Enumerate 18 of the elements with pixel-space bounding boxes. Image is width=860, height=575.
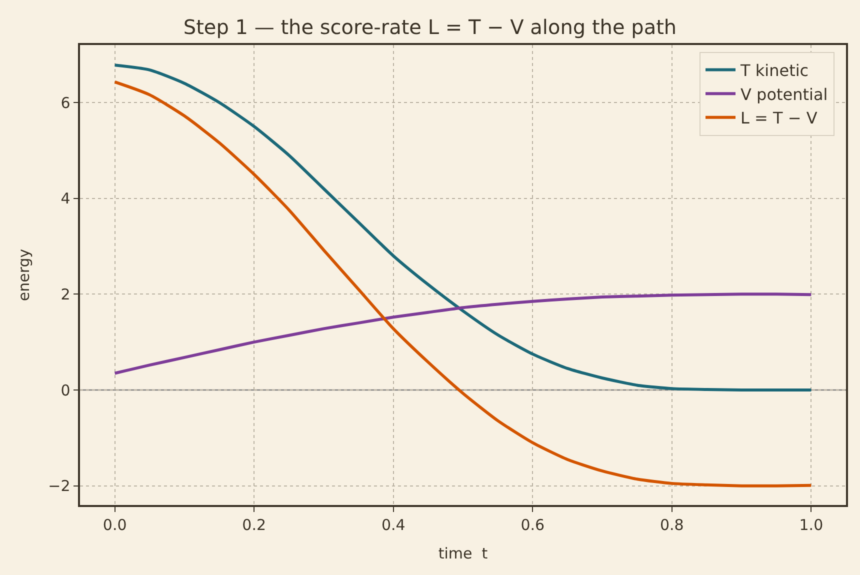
x-tick-label: 1.0 (799, 516, 824, 534)
legend-label: V potential (740, 84, 828, 104)
x-tick-label: 0.2 (242, 516, 266, 534)
legend-label: L = T − V (740, 108, 818, 128)
x-axis-title: time t (438, 544, 488, 562)
x-tick-label: 0.8 (660, 516, 684, 534)
x-tick-label: 0.4 (381, 516, 406, 534)
x-tick-label: 0.6 (520, 516, 545, 534)
y-tick-label: 6 (60, 94, 70, 112)
y-tick-label: 4 (60, 190, 70, 208)
chart-title: Step 1 — the score-rate L = T − V along the path (183, 15, 677, 40)
y-tick-label: 2 (60, 285, 70, 304)
legend-label: T kinetic (740, 61, 809, 80)
y-tick-label: −2 (48, 477, 70, 496)
x-tick-label: 0.0 (102, 516, 127, 534)
line-series (113, 292, 813, 375)
y-tick-label: 0 (60, 381, 70, 400)
y-axis-title: energy (14, 248, 33, 302)
